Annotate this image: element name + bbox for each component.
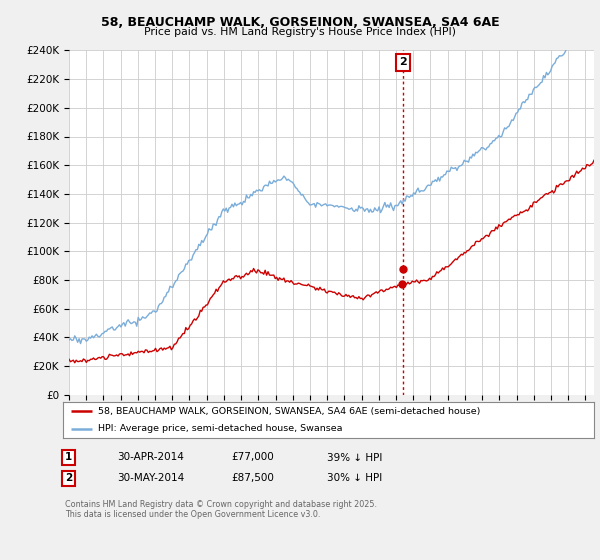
Text: 58, BEAUCHAMP WALK, GORSEINON, SWANSEA, SA4 6AE (semi-detached house): 58, BEAUCHAMP WALK, GORSEINON, SWANSEA, …	[98, 407, 480, 416]
Text: £77,000: £77,000	[231, 452, 274, 463]
Text: HPI: Average price, semi-detached house, Swansea: HPI: Average price, semi-detached house,…	[98, 424, 342, 433]
Text: 2: 2	[65, 473, 72, 483]
Text: £87,500: £87,500	[231, 473, 274, 483]
Text: Price paid vs. HM Land Registry's House Price Index (HPI): Price paid vs. HM Land Registry's House …	[144, 27, 456, 37]
Text: 30-MAY-2014: 30-MAY-2014	[117, 473, 184, 483]
Text: 30-APR-2014: 30-APR-2014	[117, 452, 184, 463]
Text: 1: 1	[65, 452, 72, 463]
Text: 2: 2	[400, 58, 407, 67]
Text: 39% ↓ HPI: 39% ↓ HPI	[327, 452, 382, 463]
Text: 58, BEAUCHAMP WALK, GORSEINON, SWANSEA, SA4 6AE: 58, BEAUCHAMP WALK, GORSEINON, SWANSEA, …	[101, 16, 499, 29]
Text: Contains HM Land Registry data © Crown copyright and database right 2025.
This d: Contains HM Land Registry data © Crown c…	[65, 500, 377, 519]
Text: 30% ↓ HPI: 30% ↓ HPI	[327, 473, 382, 483]
